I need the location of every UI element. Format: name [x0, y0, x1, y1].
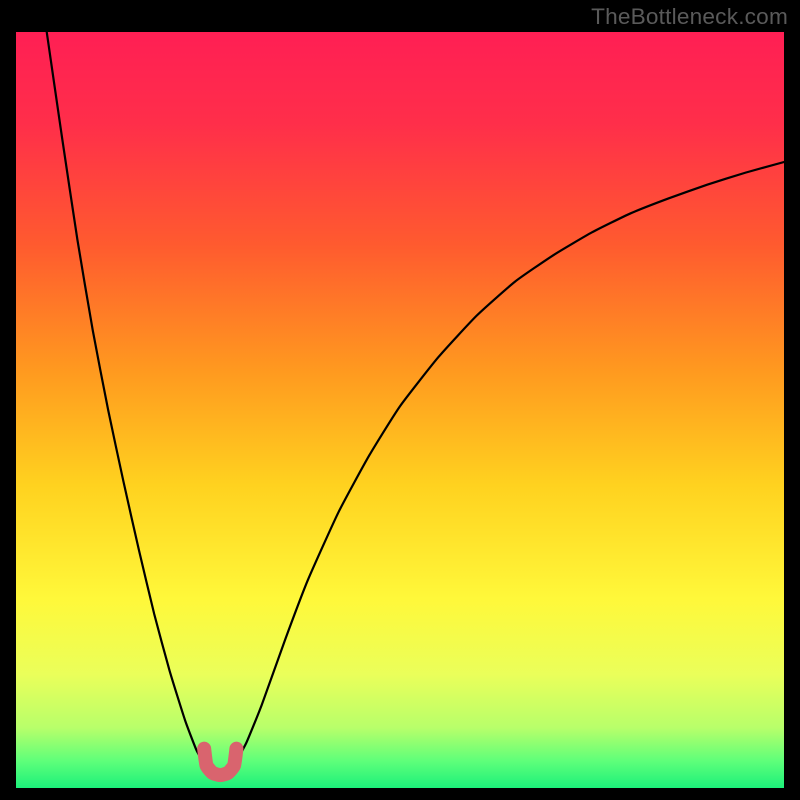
- gradient-background: [16, 32, 784, 788]
- watermark-label: TheBottleneck.com: [591, 4, 788, 30]
- plot-area: [16, 32, 784, 788]
- chart-container: TheBottleneck.com: [0, 0, 800, 800]
- bottleneck-curve-chart: [16, 32, 784, 788]
